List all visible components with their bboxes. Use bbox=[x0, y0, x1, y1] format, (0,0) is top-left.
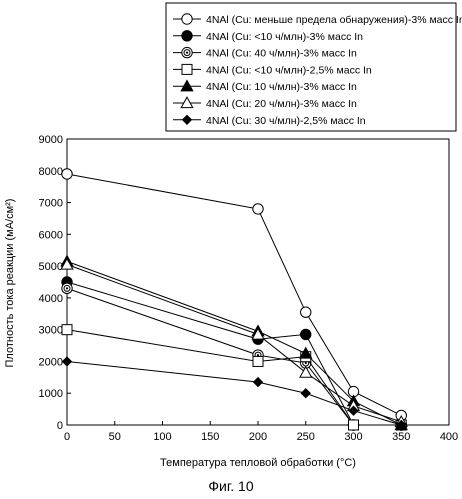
y-tick-label: 3000 bbox=[39, 325, 63, 337]
data-point bbox=[252, 376, 264, 388]
figure-caption: Фиг. 10 bbox=[208, 478, 254, 494]
x-tick-label: 0 bbox=[64, 431, 70, 443]
legend-label: 4NAl (Cu: <10 ч/млн)-3% масс In bbox=[206, 31, 363, 43]
x-tick-label: 250 bbox=[297, 431, 315, 443]
data-point bbox=[299, 346, 313, 359]
legend-item: 4NAl (Cu: <10 ч/млн)-3% масс In bbox=[173, 30, 363, 43]
legend-marker bbox=[181, 63, 193, 75]
data-point bbox=[61, 282, 73, 295]
legend: 4NAl (Cu: меньше предела обнаружения)-3%… bbox=[165, 2, 462, 132]
legend-marker bbox=[181, 114, 193, 126]
x-tick-label: 50 bbox=[109, 431, 121, 443]
data-point bbox=[61, 168, 73, 180]
y-tick-label: 9000 bbox=[39, 134, 63, 146]
x-tick-label: 150 bbox=[201, 431, 219, 443]
data-point bbox=[61, 324, 73, 336]
y-tick-label: 4000 bbox=[39, 293, 63, 305]
data-point bbox=[252, 355, 264, 367]
legend-frame bbox=[165, 2, 457, 132]
legend-marker bbox=[181, 30, 193, 42]
x-tick-label: 400 bbox=[440, 431, 458, 443]
data-point bbox=[396, 419, 407, 431]
legend-label: 4NAl (Cu: 40 ч/млн)-3% масс In bbox=[206, 48, 357, 60]
y-tick-label: 8000 bbox=[39, 166, 63, 178]
legend-item: 4NAl (Cu: 30 ч/млн)-2,5% масс In bbox=[173, 114, 366, 127]
series-1 bbox=[61, 168, 407, 422]
x-tick-label: 300 bbox=[344, 431, 362, 443]
x-axis-title: Температура тепловой обработки (°C) bbox=[160, 457, 356, 469]
axes: 0 50 100 150 200 250 300 350 4000100020003000400… bbox=[39, 134, 459, 443]
y-tick-label: 2000 bbox=[39, 356, 63, 368]
legend-item: 4NAl (Cu: меньше предела обнаружения)-3%… bbox=[173, 13, 462, 26]
legend-marker bbox=[180, 79, 194, 92]
data-point bbox=[299, 365, 313, 378]
y-tick-label: 7000 bbox=[39, 198, 63, 210]
data-point bbox=[300, 388, 311, 399]
data-point bbox=[251, 327, 265, 340]
legend-item: 4NAl (Cu: 10 ч/млн)-3% масс In bbox=[173, 79, 357, 93]
y-tick-label: 6000 bbox=[39, 229, 63, 241]
legend-item: 4NAl (Cu: 40 ч/млн)-3% масс In bbox=[173, 46, 357, 60]
legend-label: 4NAl (Cu: 10 ч/млн)-3% масс In bbox=[206, 81, 357, 93]
legend-item: 4NAl (Cu: 20 ч/млн)-3% масс In bbox=[173, 96, 357, 110]
y-tick-label: 0 bbox=[57, 420, 63, 432]
series-7 bbox=[61, 356, 407, 431]
y-tick-label: 1000 bbox=[39, 388, 63, 400]
x-tick-label: 350 bbox=[392, 431, 410, 443]
series-layer bbox=[60, 168, 408, 431]
data-point bbox=[300, 306, 312, 318]
data-point bbox=[300, 328, 312, 341]
data-point bbox=[252, 203, 264, 215]
legend-marker bbox=[181, 13, 193, 25]
legend-marker bbox=[181, 46, 193, 59]
x-tick-label: 100 bbox=[153, 431, 171, 443]
legend-label: 4NAl (Cu: 30 ч/млн)-2,5% масс In bbox=[206, 115, 366, 127]
data-point bbox=[348, 405, 359, 416]
legend-label: 4NAl (Cu: 20 ч/млн)-3% масс In bbox=[206, 98, 357, 110]
legend-label: 4NAl (Cu: меньше предела обнаружения)-3%… bbox=[206, 14, 462, 26]
y-axis-title: Плотность тока реакции (мА/см²) bbox=[4, 199, 16, 368]
legend-label: 4NAl (Cu: <10 ч/млн)-2,5% масс In bbox=[206, 64, 372, 76]
legend-item: 4NAl (Cu: <10 ч/млн)-2,5% масс In bbox=[173, 63, 372, 76]
y-tick-label: 5000 bbox=[39, 261, 63, 273]
legend-marker bbox=[180, 96, 194, 109]
data-point bbox=[61, 356, 73, 367]
data-point bbox=[60, 257, 74, 270]
x-tick-label: 200 bbox=[249, 431, 267, 443]
data-point bbox=[348, 419, 359, 431]
